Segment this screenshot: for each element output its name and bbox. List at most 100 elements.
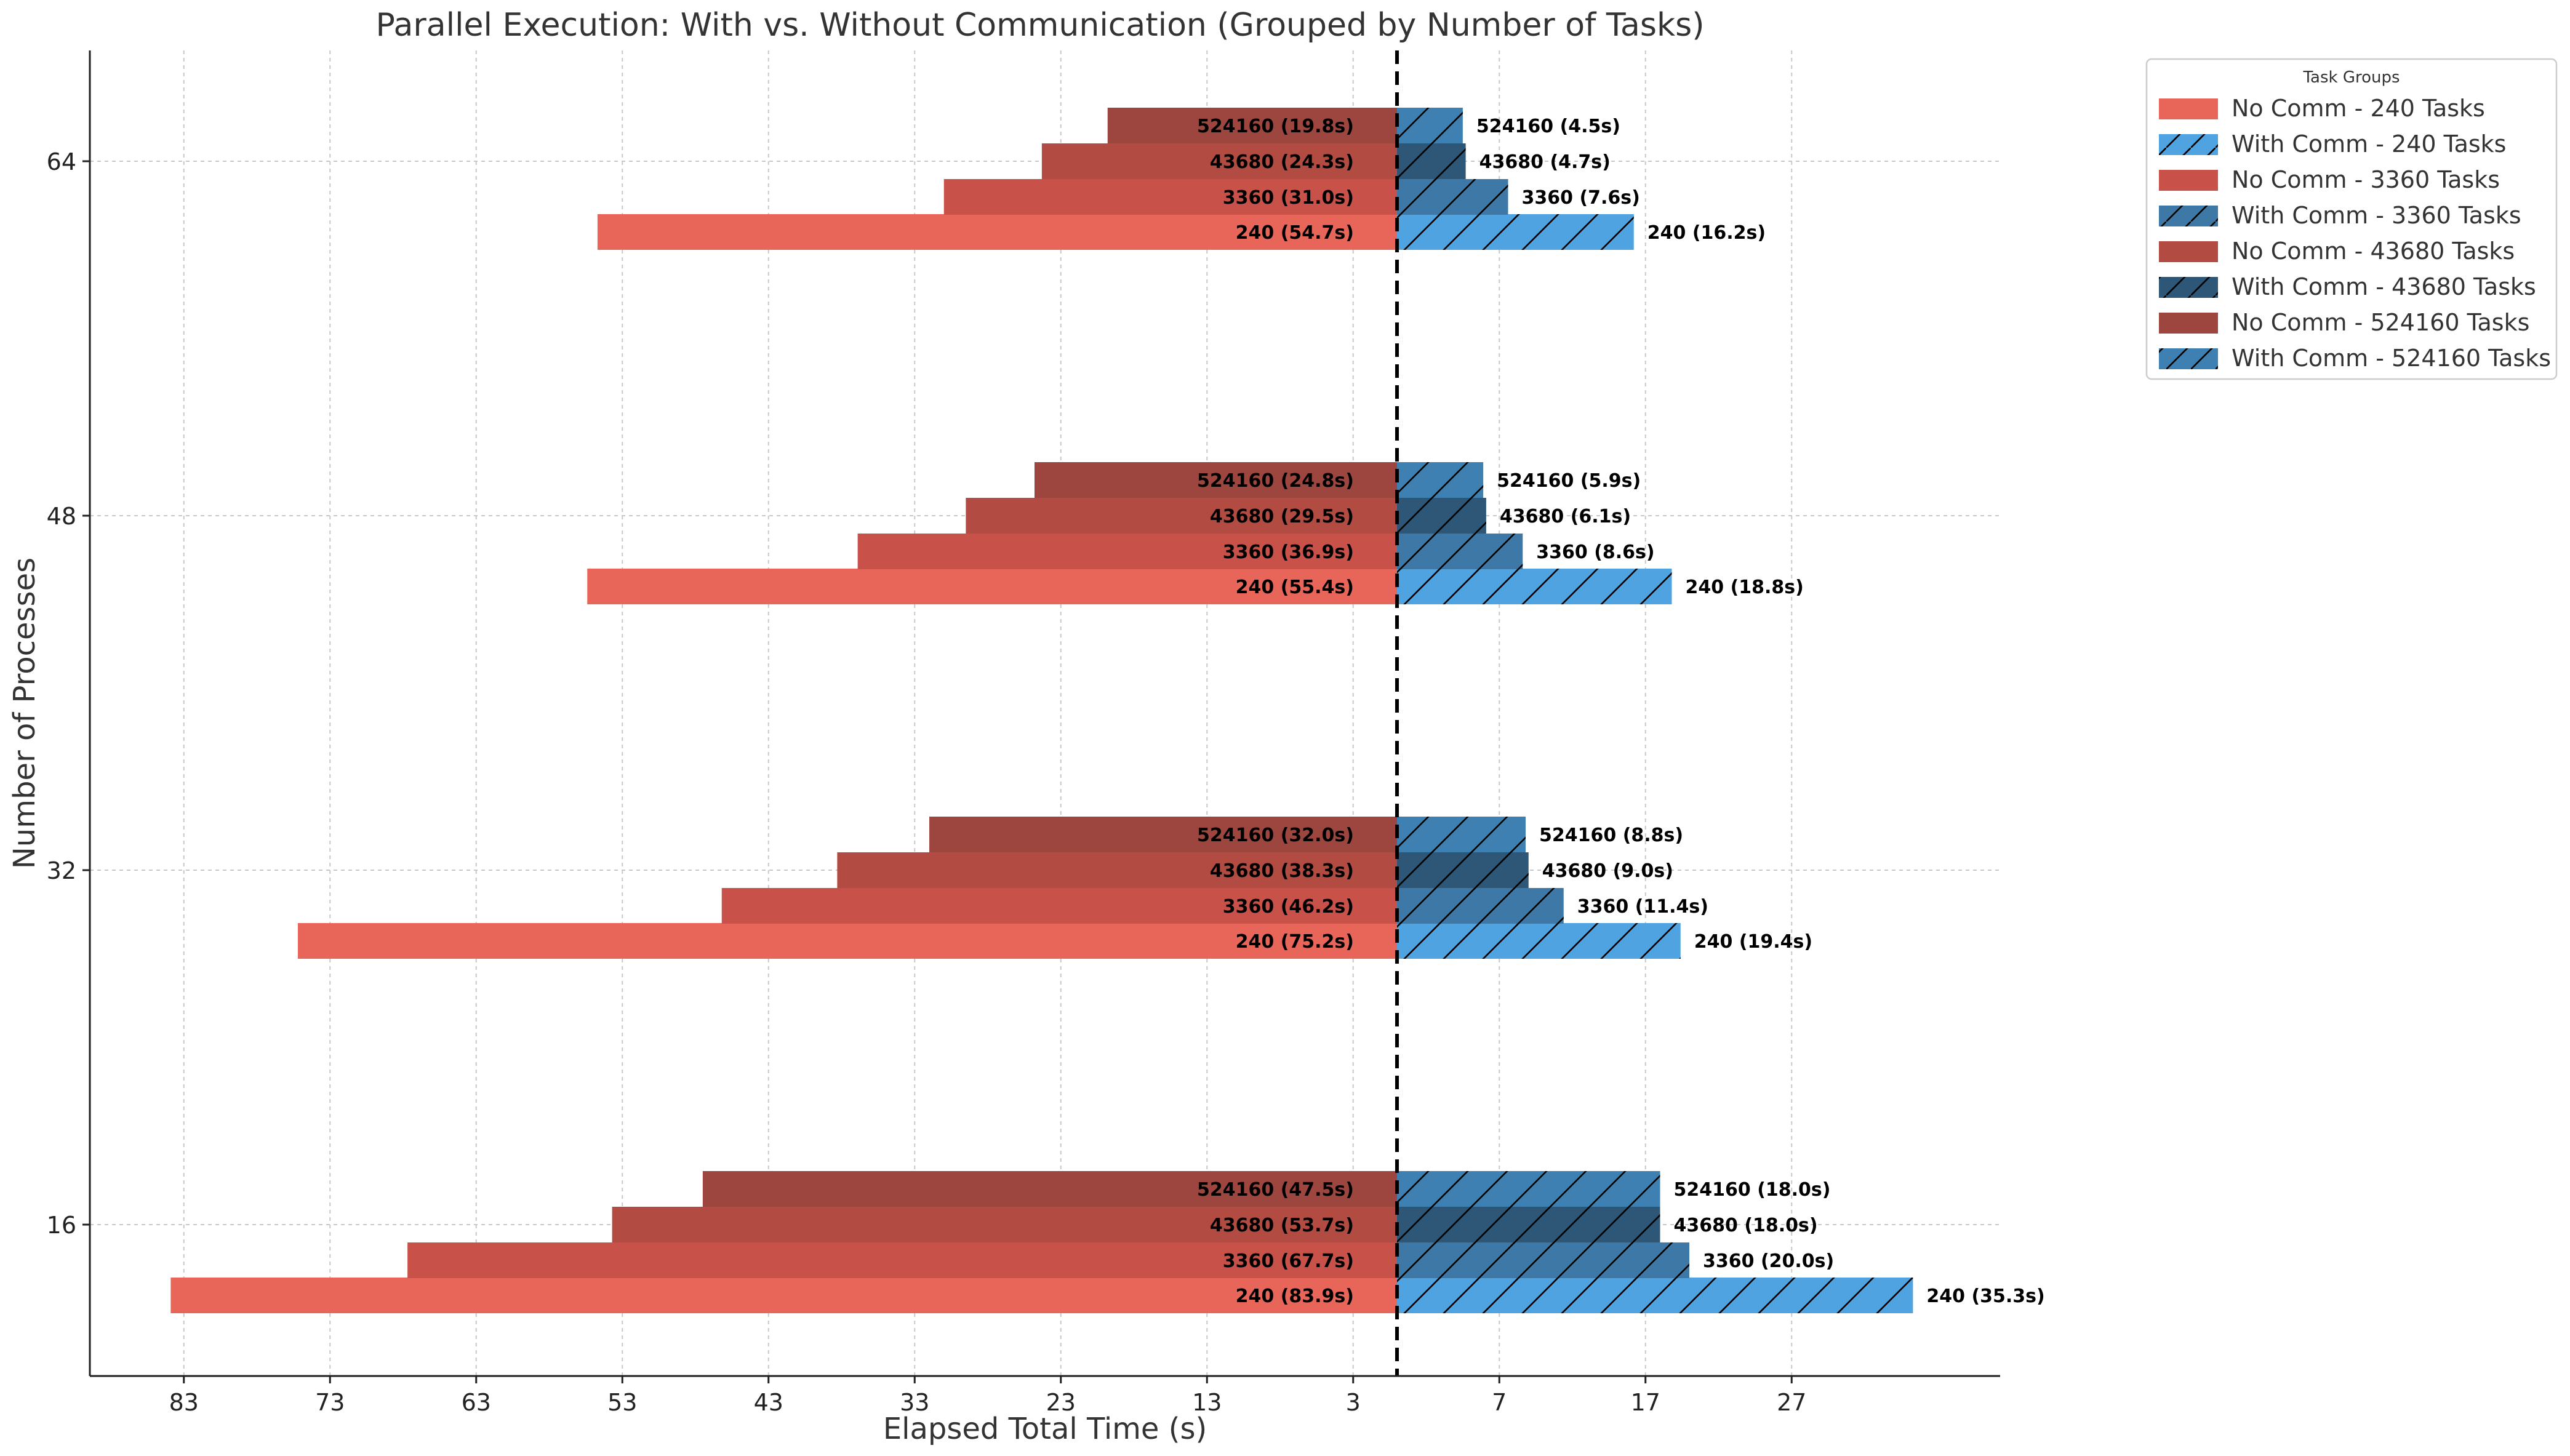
bar-label: 43680 (18.0s): [1674, 1215, 1818, 1236]
legend-swatch: [2159, 241, 2218, 262]
bar-label: 240 (35.3s): [1926, 1286, 2044, 1307]
x-tick-label: 3: [1346, 1389, 1361, 1416]
bar-label: 240 (18.8s): [1686, 577, 1804, 598]
y-axis-ticks: 16 32 48 64: [47, 148, 90, 1239]
legend-entry: No Comm - 3360 Tasks: [2232, 166, 2500, 193]
bar-label: 240 (54.7s): [1236, 222, 1354, 244]
bar-no-comm: [612, 1207, 1397, 1242]
bar-label: 43680 (53.7s): [1210, 1215, 1354, 1236]
bar-hatch: [1397, 108, 1463, 143]
x-axis-label: Elapsed Total Time (s): [883, 1412, 1207, 1446]
legend-swatch-hatch: [2159, 134, 2218, 155]
bar-hatch: [1397, 214, 1634, 250]
bar-label: 3360 (20.0s): [1703, 1250, 1834, 1272]
bar-no-comm: [943, 179, 1397, 215]
bar-label: 3360 (67.7s): [1223, 1250, 1354, 1272]
y-axis-label: Number of Processes: [7, 558, 42, 869]
bar-label: 43680 (29.5s): [1210, 506, 1354, 527]
bar-no-comm: [837, 852, 1397, 888]
x-tick-label: 33: [900, 1389, 929, 1416]
bar-hatch: [1397, 1242, 1689, 1278]
legend-entry: With Comm - 3360 Tasks: [2232, 202, 2521, 229]
y-tick-label: 16: [47, 1212, 76, 1239]
bar-labels: 240 (83.9s) 240 (75.2s) 240 (55.4s) 240 (54…: [1197, 116, 2045, 1307]
bar-hatch: [1397, 534, 1523, 569]
bar-label: 524160 (5.9s): [1497, 470, 1641, 492]
bar-label: 240 (16.2s): [1647, 222, 1766, 244]
bar-no-comm: [929, 817, 1397, 852]
legend-entry: With Comm - 240 Tasks: [2232, 130, 2506, 158]
bar-label: 3360 (31.0s): [1223, 187, 1354, 209]
bar-label: 3360 (7.6s): [1522, 187, 1640, 209]
bar-label: 43680 (6.1s): [1500, 506, 1631, 527]
legend-entry: No Comm - 524160 Tasks: [2232, 309, 2529, 336]
legend-entry: No Comm - 43680 Tasks: [2232, 238, 2515, 265]
legend-entry: With Comm - 43680 Tasks: [2232, 273, 2536, 300]
bars: [170, 108, 1913, 1313]
bar-no-comm: [1041, 143, 1397, 179]
bar-no-comm: [298, 923, 1397, 959]
x-axis-ticks: 83 73 63 53 43 33 23 13 3 7 17 27: [169, 1376, 1806, 1416]
legend-swatch: [2159, 98, 2218, 119]
x-tick-label: 83: [169, 1389, 199, 1416]
bar-no-comm: [702, 1171, 1397, 1207]
legend-swatch: [2159, 313, 2218, 334]
legend-swatch-hatch: [2159, 206, 2218, 226]
bar-no-comm: [721, 888, 1397, 924]
legend: Task Groups No Comm - 240 Tasks With Comm…: [2145, 58, 2558, 380]
bar-label: 3360 (8.6s): [1536, 542, 1654, 563]
bar-label: 240 (83.9s): [1236, 1286, 1354, 1307]
bar-no-comm: [1107, 108, 1397, 143]
bar-hatch: [1397, 888, 1564, 924]
legend-frame: [2145, 58, 2558, 380]
bar-label: 524160 (18.0s): [1674, 1179, 1831, 1201]
y-tick-label: 32: [47, 857, 76, 884]
bar-no-comm: [857, 534, 1397, 569]
bar-label: 240 (55.4s): [1236, 577, 1354, 598]
bar-hatch: [1397, 923, 1681, 959]
legend-items: No Comm - 240 Tasks With Comm - 240 Tasks…: [2159, 95, 2551, 372]
x-tick-label: 23: [1046, 1389, 1076, 1416]
legend-swatch-hatch: [2159, 348, 2218, 369]
bar-label: 43680 (9.0s): [1542, 860, 1673, 882]
bar-no-comm: [966, 498, 1397, 534]
bar-label: 524160 (4.5s): [1476, 116, 1620, 137]
bar-label: 524160 (32.0s): [1197, 825, 1354, 846]
x-tick-label: 13: [1192, 1389, 1222, 1416]
legend-swatch-hatch: [2159, 277, 2218, 298]
legend-entry: With Comm - 524160 Tasks: [2232, 345, 2551, 372]
y-tick-label: 48: [47, 503, 76, 530]
y-tick-label: 64: [47, 148, 76, 175]
bar-hatch: [1397, 817, 1526, 852]
bar-label: 43680 (24.3s): [1210, 151, 1354, 173]
bar-label: 524160 (24.8s): [1197, 470, 1354, 492]
legend-title: Task Groups: [2302, 68, 2400, 87]
bar-hatch: [1397, 498, 1486, 534]
bar-no-comm: [1035, 462, 1397, 498]
x-tick-label: 43: [754, 1389, 783, 1416]
bar-hatch: [1397, 1278, 1913, 1313]
x-tick-label: 17: [1631, 1389, 1660, 1416]
legend-entry: No Comm - 240 Tasks: [2232, 95, 2485, 122]
bar-hatch: [1397, 1207, 1660, 1242]
x-tick-label: 27: [1777, 1389, 1806, 1416]
bar-label: 524160 (8.8s): [1539, 825, 1683, 846]
bar-label: 240 (19.4s): [1694, 931, 1812, 953]
x-tick-label: 7: [1492, 1389, 1507, 1416]
bar-label: 43680 (38.3s): [1210, 860, 1354, 882]
bar-label: 3360 (46.2s): [1223, 896, 1354, 918]
axes-frame: [89, 50, 2000, 1377]
x-tick-label: 53: [607, 1389, 637, 1416]
bar-hatch: [1397, 179, 1508, 215]
bar-label: 43680 (4.7s): [1479, 151, 1611, 173]
legend-swatch: [2159, 170, 2218, 191]
bar-no-comm: [170, 1278, 1397, 1313]
bar-hatch: [1397, 143, 1466, 179]
bar-label: 3360 (36.9s): [1223, 542, 1354, 563]
x-tick-label: 73: [315, 1389, 345, 1416]
bar-hatch: [1397, 1171, 1660, 1207]
bar-label: 3360 (11.4s): [1577, 896, 1708, 918]
bar-no-comm: [407, 1242, 1397, 1278]
bar-label: 524160 (19.8s): [1197, 116, 1354, 137]
